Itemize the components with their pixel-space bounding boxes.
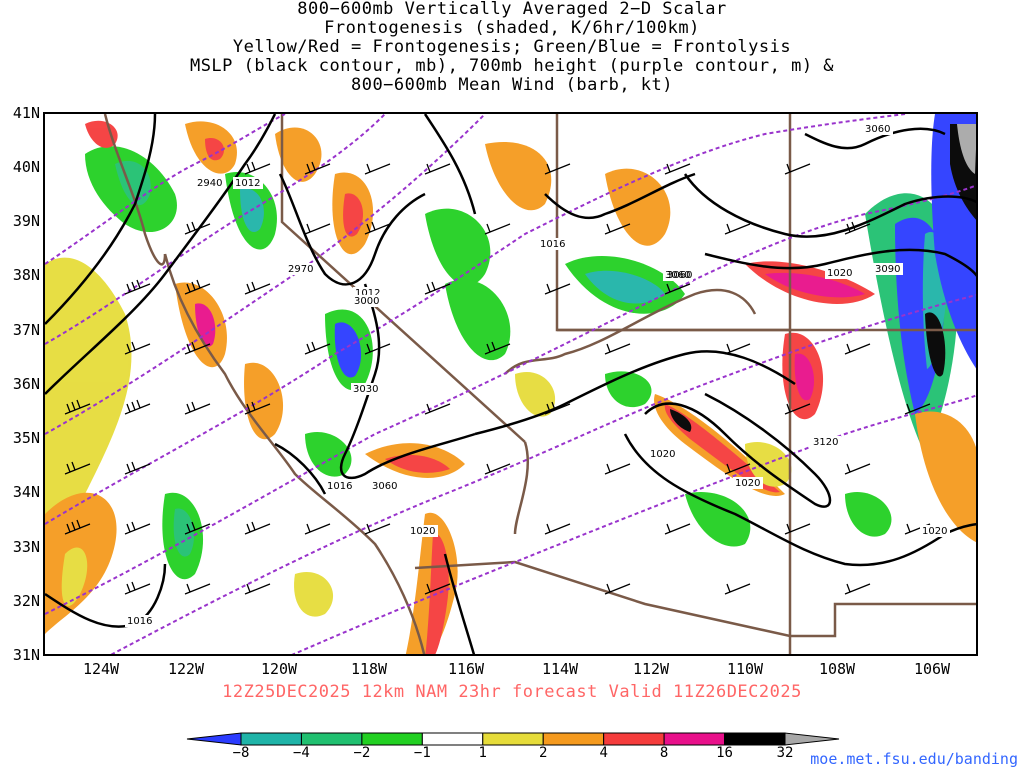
mslp-label: 1020 <box>648 448 678 460</box>
lat-label-33n: 33N <box>12 538 40 556</box>
colorbar-tick-label: 8 <box>659 745 669 761</box>
title-line-4: MSLP (black contour, mb), 700mb height (… <box>189 56 835 76</box>
lat-label-36n: 36N <box>12 375 40 393</box>
lat-label-41n: 41N <box>12 104 40 122</box>
valid-time-line: 12Z25DEC2025 12km NAM 23hr forecast Vali… <box>222 682 802 702</box>
colorbar-tick-label: −4 <box>293 745 310 761</box>
colorbar-cell <box>300 732 363 746</box>
svg-text:3030: 3030 <box>353 384 378 395</box>
lon-label-110w: 110W <box>726 660 764 678</box>
mslp-label: 1016 <box>325 480 355 492</box>
lat-label-32n: 32N <box>12 592 40 610</box>
mslp-label: 1020 <box>408 525 438 537</box>
colorbar-tick-label: 16 <box>716 745 733 761</box>
height-label: 3000 <box>352 295 382 307</box>
colorbar-cell <box>663 732 726 746</box>
colorbar-cell <box>186 732 242 746</box>
svg-text:3060: 3060 <box>865 124 890 135</box>
lat-label-37n: 37N <box>12 321 40 339</box>
height-label: 2970 <box>286 263 316 275</box>
svg-text:1012: 1012 <box>235 178 260 189</box>
svg-text:3060: 3060 <box>372 481 397 492</box>
lon-label-124w: 124W <box>82 660 120 678</box>
height-label: 3060 <box>863 123 893 135</box>
height-label: 3120 <box>811 436 841 448</box>
height-label: 3030 <box>351 383 381 395</box>
map-canvas: 1012 1016 1020 1020 1020 1020 1016 1012 … <box>45 114 976 654</box>
height-label: 3060 <box>663 269 693 281</box>
colorbar-tick-label: 1 <box>478 745 487 761</box>
svg-text:3120: 3120 <box>813 437 838 448</box>
wind-barbs <box>64 161 931 595</box>
lon-label-108w: 108W <box>818 660 856 678</box>
mslp-label: 1016 <box>538 238 568 250</box>
colorbar-cell <box>421 732 484 746</box>
map-panel: 1012 1016 1020 1020 1020 1020 1016 1012 … <box>43 112 978 656</box>
lat-label-38n: 38N <box>12 266 40 284</box>
svg-text:2970: 2970 <box>288 264 313 275</box>
lon-label-120w: 120W <box>260 660 298 678</box>
colorbar-tick-label: 32 <box>776 745 794 761</box>
colorbar-tick-label: −8 <box>232 745 250 761</box>
colorbar <box>186 732 840 746</box>
lon-label-116w: 116W <box>447 660 485 678</box>
title-line-5: 800−600mb Mean Wind (barb, kt) <box>350 75 674 95</box>
lat-label-34n: 34N <box>12 483 40 501</box>
mslp-label: 1016 <box>125 615 155 627</box>
state-borders <box>103 114 976 654</box>
svg-text:1020: 1020 <box>827 268 852 279</box>
lat-label-35n: 35N <box>12 429 40 447</box>
svg-text:3000: 3000 <box>354 296 379 307</box>
colorbar-tick-label: −1 <box>413 745 431 761</box>
mslp-label: 1012 <box>233 177 263 189</box>
lat-label-40n: 40N <box>12 158 40 176</box>
colorbar-cell <box>240 732 302 746</box>
svg-text:1020: 1020 <box>735 478 760 489</box>
svg-text:1016: 1016 <box>127 616 152 627</box>
lon-label-114w: 114W <box>541 660 579 678</box>
contour-labels: 1012 1016 1020 1020 1020 1020 1016 1012 … <box>125 123 950 627</box>
title-line-2: Frontogenesis (shaded, K/6hr/100km) <box>324 18 700 38</box>
title-line-3: Yellow/Red = Frontogenesis; Green/Blue =… <box>232 37 792 57</box>
svg-text:1020: 1020 <box>410 526 435 537</box>
lat-label-39n: 39N <box>12 212 40 230</box>
colorbar-cell <box>361 732 423 746</box>
colorbar-cell <box>603 732 665 746</box>
mslp-contours <box>45 114 976 654</box>
svg-text:3060: 3060 <box>665 270 690 281</box>
title-line-1: 800−600mb Vertically Averaged 2−D Scalar <box>297 0 727 19</box>
svg-text:3060: 3060 <box>667 270 692 281</box>
svg-text:3090: 3090 <box>875 264 900 275</box>
mslp-label: 1020 <box>825 267 855 279</box>
colorbar-cell <box>724 732 786 746</box>
credit-link[interactable]: moe.met.fsu.edu/banding <box>810 750 1018 768</box>
height-label: 3060 <box>370 480 400 492</box>
svg-text:2940: 2940 <box>197 178 222 189</box>
height-label: 3060 <box>667 270 692 281</box>
frontogenesis-shading <box>45 114 976 654</box>
colorbar-cell <box>784 732 840 746</box>
colorbar-cell <box>542 732 605 746</box>
map-title: 800−600mb Vertically Averaged 2−D Scalar… <box>0 0 1024 95</box>
lon-label-118w: 118W <box>350 660 388 678</box>
colorbar-tick-label: −2 <box>353 745 371 761</box>
lon-label-112w: 112W <box>632 660 670 678</box>
svg-text:1020: 1020 <box>922 526 947 537</box>
svg-text:1012: 1012 <box>355 288 380 299</box>
lon-label-106w: 106W <box>913 660 951 678</box>
mslp-label: 1020 <box>733 477 763 489</box>
colorbar-tick-label: 4 <box>599 745 608 761</box>
svg-text:1016: 1016 <box>540 239 565 250</box>
lat-label-31n: 31N <box>12 646 40 664</box>
colorbar-tick-label: 2 <box>539 745 548 761</box>
lon-label-122w: 122W <box>167 660 205 678</box>
svg-text:1016: 1016 <box>327 481 352 492</box>
height-label: 2940 <box>195 177 225 189</box>
colorbar-cell <box>482 732 544 746</box>
mslp-label: 1020 <box>920 525 950 537</box>
svg-text:1020: 1020 <box>650 449 675 460</box>
height-label: 3090 <box>873 263 903 275</box>
